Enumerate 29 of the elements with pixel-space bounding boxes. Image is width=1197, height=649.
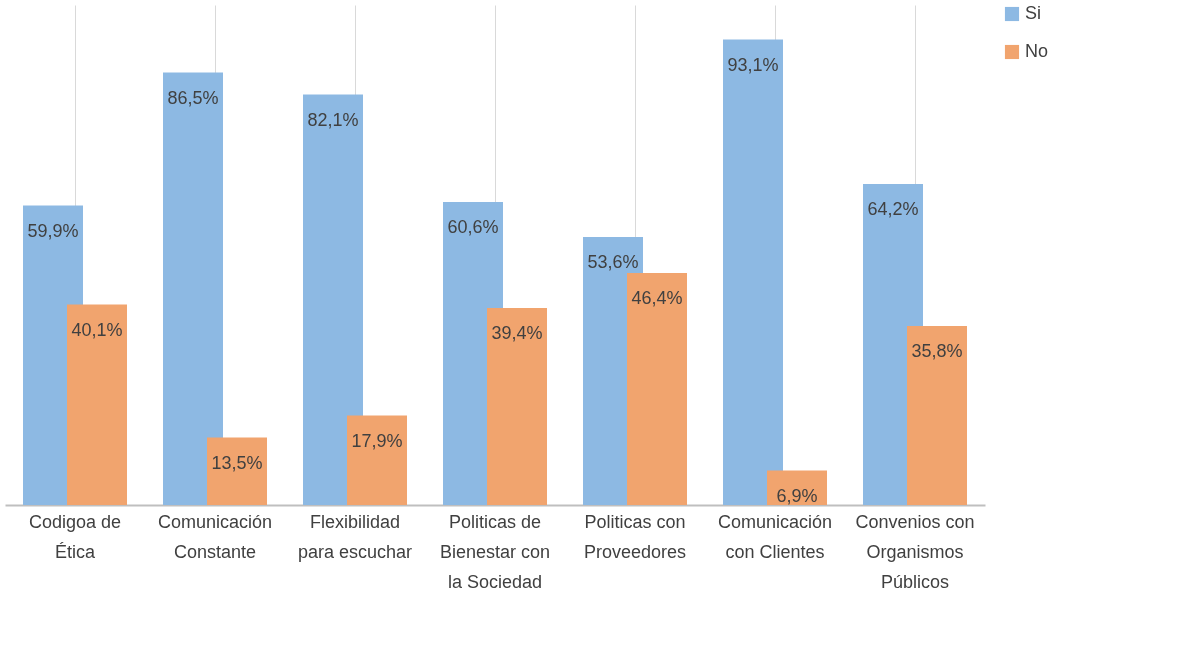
bar xyxy=(207,437,267,505)
data-label: 60,6% xyxy=(447,217,499,237)
bar xyxy=(487,308,547,505)
x-tick-label: Comunicación con Clientes xyxy=(717,511,833,562)
data-label: 46,4% xyxy=(631,288,683,308)
data-label: 53,6% xyxy=(587,252,639,272)
x-tick-label: Politicas de Bienestar con la Sociedad xyxy=(439,511,551,592)
bar xyxy=(907,326,967,505)
x-tick-label: Convenios con Organismos Públicos xyxy=(855,511,975,592)
data-label: 6,9% xyxy=(776,485,818,506)
x-tick-label: Politicas con Proveedores xyxy=(583,511,687,562)
x-tick-label: Flexibilidad para escuchar xyxy=(297,511,413,562)
data-label: 39,4% xyxy=(491,323,543,343)
data-label: 35,8% xyxy=(911,341,963,361)
legend-label: No xyxy=(1025,41,1049,61)
bar xyxy=(347,415,407,505)
data-label: 59,9% xyxy=(27,220,79,241)
data-label: 86,5% xyxy=(167,87,219,108)
x-tick-label: Comunicación Constante xyxy=(157,511,273,562)
bar xyxy=(627,273,687,505)
data-label: 93,1% xyxy=(727,54,779,75)
data-label: 64,2% xyxy=(867,199,919,219)
legend-label: Si xyxy=(1025,3,1042,23)
data-label: 82,1% xyxy=(307,109,359,130)
data-label: 13,5% xyxy=(211,452,263,473)
bar xyxy=(67,304,127,505)
x-tick-label: Codigoa de Ética xyxy=(28,511,122,562)
data-label: 40,1% xyxy=(71,319,123,340)
data-label: 17,9% xyxy=(351,430,403,451)
